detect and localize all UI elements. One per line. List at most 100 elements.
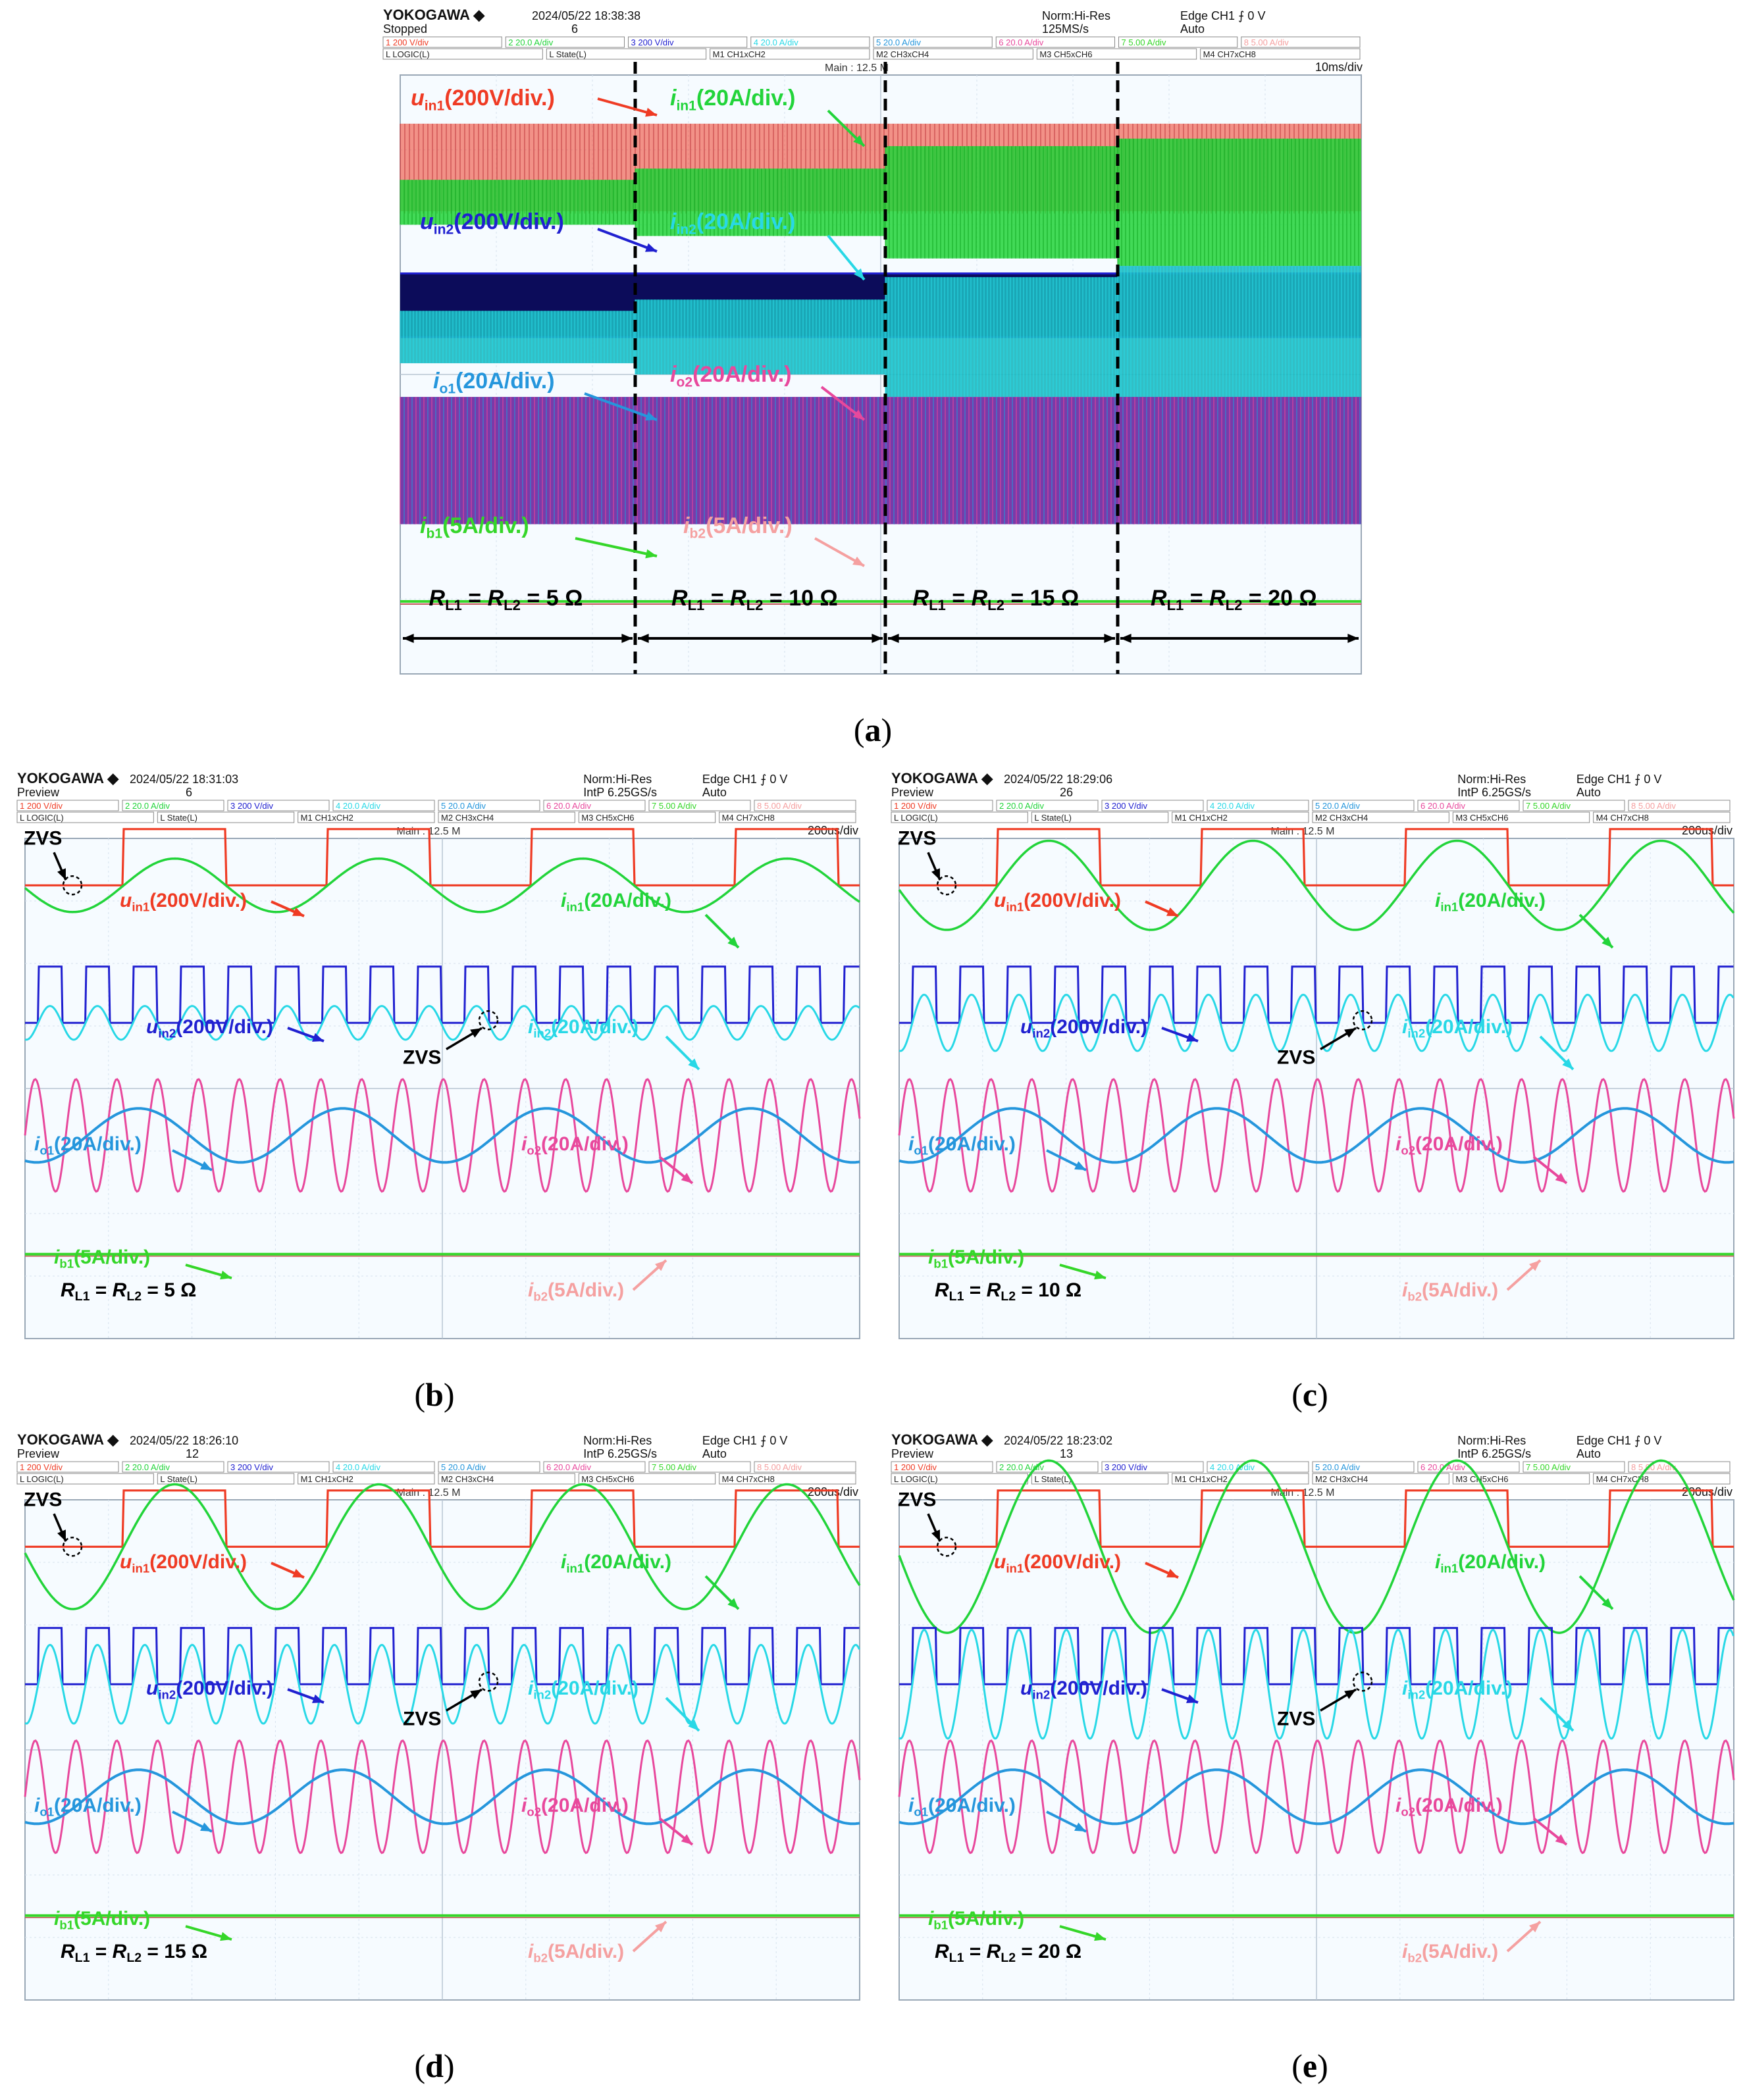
- math-box: [1036, 48, 1197, 60]
- region-arrow-right-head: [1347, 633, 1359, 644]
- iin1-band: [635, 168, 885, 236]
- math-setting: M3 CH5xCH6: [1039, 49, 1092, 59]
- channel-box: [891, 800, 993, 811]
- load-label: RL1 = RL2 = 15 Ω: [61, 1941, 207, 1965]
- zvs-arrow-head: [1344, 1028, 1356, 1038]
- channel-setting: 7 5.00 A/div: [1526, 801, 1571, 811]
- math-box: [710, 48, 870, 60]
- channel-box: [16, 800, 119, 811]
- channel-box: [754, 1461, 856, 1473]
- math-setting: M2 CH3xCH4: [441, 1474, 494, 1484]
- channel-setting: 6 20.0 A/div: [1420, 801, 1465, 811]
- math-box: [1031, 811, 1169, 823]
- scope-header: YOKOGAWA ◆ 2024/05/22 18:26:10 Preview 12 No…: [16, 1431, 858, 1498]
- math-box: [873, 48, 1033, 60]
- math-box: [298, 1473, 435, 1485]
- label-io2: io2(20A/div.): [1395, 1133, 1503, 1158]
- channel-box: [543, 800, 646, 811]
- acq-mode: Norm:Hi-Res: [1457, 1434, 1526, 1447]
- channel-setting: 8 5.00 A/div: [1244, 38, 1289, 47]
- channel-box: [382, 36, 502, 48]
- trigger-mode: Auto: [1180, 22, 1205, 36]
- sample-rate: IntP 6.25GS/s: [1457, 1447, 1531, 1460]
- region-arrow-left-head: [888, 633, 899, 644]
- timestamp: 2024/05/22 18:29:06: [1004, 773, 1112, 786]
- zvs-label: ZVS: [1277, 1046, 1315, 1068]
- zvs-arrow-head: [470, 1689, 482, 1699]
- sample-rate: IntP 6.25GS/s: [583, 786, 657, 799]
- channel-box: [227, 1461, 330, 1473]
- sample-rate: IntP 6.25GS/s: [583, 1447, 657, 1460]
- channel-setting: 2 20.0 A/div: [125, 801, 170, 811]
- channel-setting: 3 200 V/div: [631, 38, 675, 47]
- trace-uin1: [25, 1489, 860, 1548]
- arrow-iin2-head: [854, 268, 864, 280]
- channel-setting: 7 5.00 A/div: [652, 801, 696, 811]
- channel-setting: 5 20.0 A/div: [441, 801, 486, 811]
- arrow-io1-head: [645, 411, 657, 421]
- load-label: RL1 = RL2 = 5 Ω: [61, 1279, 196, 1304]
- label-io2: io2(20A/div.): [521, 1133, 629, 1158]
- math-box: [1172, 811, 1309, 823]
- trace-io1: [24, 1768, 860, 1826]
- channel-setting: 5 20.0 A/div: [876, 38, 921, 47]
- label-io2: io2(20A/div.): [521, 1795, 629, 1819]
- arrow-io1-shaft: [584, 392, 658, 421]
- arrow-uin2-head: [645, 243, 657, 252]
- acq-status: Preview: [17, 786, 60, 799]
- arrow-iin2-head: [688, 1720, 699, 1731]
- math-setting: M4 CH7xCH8: [1596, 813, 1649, 823]
- arrow-iin2-head: [1562, 1720, 1573, 1731]
- trace-iin1: [898, 1459, 1735, 1634]
- channel-setting: 8 5.00 A/div: [1631, 1462, 1676, 1472]
- timestamp: 2024/05/22 18:31:03: [130, 773, 238, 786]
- channel-box: [1312, 800, 1415, 811]
- math-box: [1200, 48, 1361, 60]
- arrow-io2-head: [1555, 1173, 1567, 1183]
- channel-setting: 4 20.0 A/div: [336, 1462, 380, 1472]
- zvs-arrow-head: [470, 1028, 482, 1038]
- channel-box: [1312, 1461, 1415, 1473]
- label-iin1: iin1(20A/div.): [670, 86, 795, 113]
- arrow-uin2-head: [1186, 1694, 1198, 1703]
- math-box: [157, 1473, 295, 1485]
- zvs-label: ZVS: [1277, 1708, 1315, 1729]
- channel-box: [1101, 800, 1204, 811]
- label-uin1: uin1(200V/div.): [411, 86, 555, 113]
- channel-box: [227, 800, 330, 811]
- math-box: [1172, 1473, 1309, 1485]
- channel-setting: 1 200 V/div: [386, 38, 429, 47]
- trace-iin1: [24, 1483, 861, 1610]
- zvs-arrow-head: [57, 868, 66, 881]
- trace-uin2: [25, 965, 860, 1024]
- math-box: [438, 1473, 575, 1485]
- timebase: 200us/div: [1682, 1485, 1732, 1498]
- trace-iin1: [24, 857, 860, 913]
- label-uin2: uin2(200V/div.): [146, 1016, 273, 1040]
- label-ib2: ib2(5A/div.): [528, 1279, 624, 1304]
- channel-setting: 6 20.0 A/div: [546, 801, 591, 811]
- channel-box: [438, 800, 540, 811]
- math-box: [1031, 1473, 1169, 1485]
- math-setting: M1 CH1xCH2: [301, 1474, 353, 1484]
- channel-box: [505, 36, 625, 48]
- channel-setting: 6 20.0 A/div: [546, 1462, 591, 1472]
- arrow-io1-head: [1074, 1161, 1086, 1170]
- arrow-ib1-shaft: [575, 537, 658, 557]
- channel-box: [1523, 800, 1625, 811]
- channel-box: [122, 800, 224, 811]
- arrow-iin1-head: [727, 936, 739, 948]
- trace-iin1: [400, 138, 1361, 267]
- channel-setting: 1 200 V/div: [894, 801, 937, 811]
- channel-setting: 3 200 V/div: [1105, 1462, 1148, 1472]
- channel-setting: 4 20.0 A/div: [1210, 1462, 1255, 1472]
- arrow-ib1-head: [645, 549, 657, 559]
- channel-setting: 5 20.0 A/div: [1315, 801, 1360, 811]
- label-io1: io1(20A/div.): [433, 369, 555, 396]
- region-arrow-right-head: [872, 633, 883, 644]
- caption-c: (c): [1291, 1376, 1328, 1413]
- trace-iin2: [899, 1629, 1734, 1740]
- load-label: RL1 = RL2 = 20 Ω: [935, 1941, 1081, 1965]
- arrow-io2-head: [852, 409, 864, 420]
- label-ib1: ib1(5A/div.): [420, 513, 529, 541]
